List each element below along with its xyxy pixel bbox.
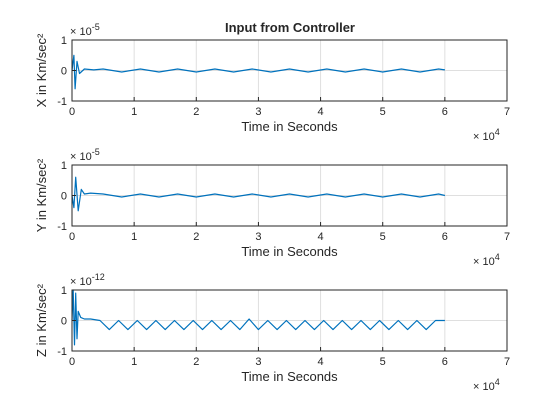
x-tick-label: 6: [442, 106, 448, 118]
x-tick-label: 3: [255, 106, 261, 118]
x-axis-label: Time in Seconds: [241, 244, 338, 259]
x-tick-label: 0: [69, 231, 75, 243]
x-axis-multiplier: × 104: [473, 127, 500, 143]
x-axis-multiplier: × 104: [473, 252, 500, 268]
x-tick-label: 5: [380, 231, 386, 243]
y-tick-label: -1: [57, 96, 67, 108]
x-tick-label: 5: [380, 356, 386, 368]
x-tick-label: 4: [318, 356, 324, 368]
x-tick-label: 1: [131, 356, 137, 368]
y-axis-label: X in Km/sec²: [34, 33, 49, 107]
y-tick-label: 1: [61, 35, 67, 47]
series-line-1: [71, 176, 446, 212]
y-axis-label: Y in Km/sec²: [34, 158, 49, 232]
x-tick-label: 3: [255, 356, 261, 368]
x-tick-label: 7: [504, 231, 510, 243]
y-tick-label: -1: [57, 346, 67, 358]
x-axis-multiplier: × 104: [473, 377, 500, 393]
y-axis-multiplier: × 10-5: [70, 147, 100, 163]
x-tick-label: 6: [442, 231, 448, 243]
x-axis-label: Time in Seconds: [241, 369, 338, 384]
series-line-1: [71, 54, 445, 90]
x-tick-label: 2: [193, 356, 199, 368]
x-tick-label: 2: [193, 106, 199, 118]
y-tick-label: 1: [61, 285, 67, 297]
x-tick-label: 7: [504, 356, 510, 368]
y-tick-label: 1: [61, 160, 67, 172]
y-tick-label: -1: [57, 221, 67, 233]
y-tick-label: 0: [61, 316, 67, 328]
figure-title: Input from Controller: [225, 20, 355, 35]
x-tick-label: 2: [193, 231, 199, 243]
x-tick-label: 5: [380, 106, 386, 118]
y-axis-multiplier: × 10-5: [70, 22, 100, 38]
x-tick-label: 1: [131, 106, 137, 118]
x-tick-label: 4: [318, 106, 324, 118]
y-axis-multiplier: × 10-12: [70, 272, 105, 288]
x-tick-label: 0: [69, 356, 75, 368]
y-tick-label: 0: [61, 66, 67, 78]
x-tick-label: 0: [69, 106, 75, 118]
x-axis-label: Time in Seconds: [241, 119, 338, 134]
x-tick-label: 4: [318, 231, 324, 243]
x-tick-label: 3: [255, 231, 261, 243]
x-tick-label: 1: [131, 231, 137, 243]
x-tick-label: 7: [504, 106, 510, 118]
x-tick-label: 6: [442, 356, 448, 368]
series-line-1: [71, 289, 445, 346]
y-tick-label: 0: [61, 191, 67, 203]
y-axis-label: Z in Km/sec²: [34, 283, 49, 357]
